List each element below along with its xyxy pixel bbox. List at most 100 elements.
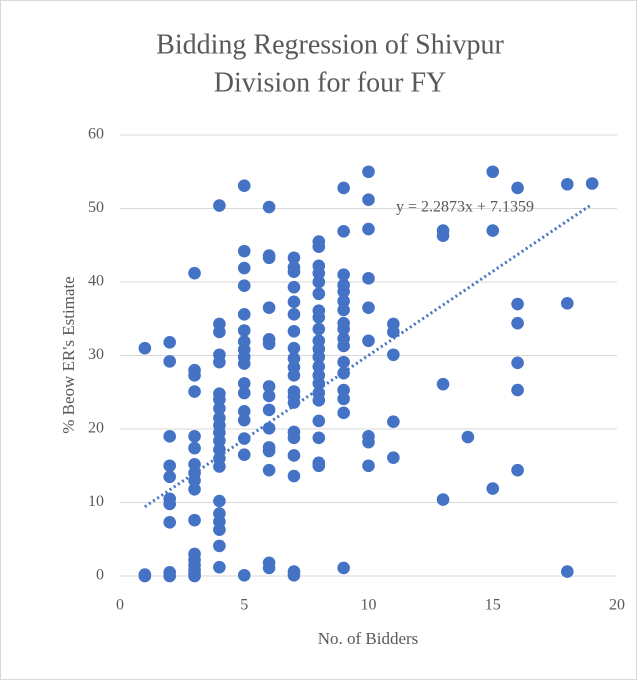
- x-tick-label: 20: [609, 597, 625, 614]
- scatter-point: [337, 392, 350, 406]
- scatter-point: [163, 516, 176, 529]
- scatter-point: [511, 316, 524, 330]
- scatter-point: [213, 199, 226, 212]
- scatter-point: [312, 414, 326, 428]
- scatter-point: [312, 322, 326, 336]
- scatter-point: [312, 456, 326, 470]
- scatter-point: [213, 494, 226, 508]
- scatter-point: [163, 566, 176, 579]
- scatter-point: [387, 451, 400, 464]
- scatter-point: [337, 294, 350, 308]
- scatter-point: [312, 334, 326, 348]
- scatter-point: [312, 287, 326, 301]
- scatter-point: [262, 463, 276, 477]
- scatter-point: [337, 383, 350, 397]
- scatter-point: [163, 335, 176, 349]
- y-tick-label: 0: [96, 567, 104, 584]
- scatter-point: [486, 482, 500, 495]
- scatter-point: [312, 369, 326, 382]
- scatter-point: [188, 385, 201, 398]
- scatter-point: [188, 482, 201, 496]
- scatter-point: [287, 280, 301, 294]
- scatter-point: [188, 457, 201, 471]
- trendline: [144, 202, 593, 508]
- scatter-point: [561, 177, 574, 191]
- scatter-point: [312, 235, 326, 248]
- y-tick-label: 10: [88, 493, 104, 510]
- scatter-point: [287, 449, 301, 462]
- scatter-point: [436, 377, 450, 391]
- scatter-point: [163, 459, 176, 473]
- y-tick-label: 50: [88, 199, 104, 216]
- scatter-point: [511, 181, 524, 195]
- scatter-point: [362, 334, 375, 348]
- scatter-point: [287, 469, 301, 483]
- scatter-point: [585, 177, 599, 190]
- scatter-point: [561, 565, 574, 578]
- scatter-point: [138, 568, 152, 581]
- y-tick-label: 20: [88, 420, 104, 437]
- scatter-point: [237, 386, 251, 400]
- scatter-point: [188, 266, 201, 280]
- scatter-point: [262, 200, 276, 214]
- scatter-point: [287, 324, 301, 338]
- scatter-point: [237, 324, 251, 337]
- chart-title: Division for four FY: [214, 67, 447, 98]
- scatter-point: [237, 448, 251, 462]
- scatter-point: [337, 278, 350, 292]
- scatter-point: [362, 165, 375, 179]
- x-tick-label: 0: [116, 597, 124, 614]
- scatter-point: [312, 431, 326, 445]
- scatter-point: [262, 249, 276, 262]
- x-tick-label: 5: [240, 597, 248, 614]
- x-tick-label: 10: [361, 597, 377, 614]
- scatter-point: [436, 493, 450, 506]
- scatter-point: [337, 355, 350, 369]
- scatter-point: [213, 411, 226, 425]
- scatter-point: [262, 389, 276, 403]
- x-tick-label: 15: [485, 597, 501, 614]
- scatter-point: [213, 317, 226, 331]
- scatter-point: [312, 360, 326, 373]
- scatter-point: [262, 301, 276, 315]
- scatter-point: [188, 513, 201, 527]
- scatter-point: [387, 317, 400, 331]
- scatter-point: [486, 165, 500, 179]
- scatter-point: [237, 308, 251, 321]
- scatter-point: [337, 181, 350, 195]
- scatter-point: [262, 556, 276, 570]
- scatter-point: [237, 179, 251, 193]
- scatter-point: [337, 268, 350, 281]
- scatter-point: [188, 430, 201, 443]
- scatter-point: [387, 348, 400, 362]
- scatter-point: [287, 360, 301, 374]
- scatter-point: [213, 348, 226, 362]
- scatter-point: [362, 193, 375, 206]
- scatter-point: [213, 539, 226, 553]
- scatter-point: [362, 272, 375, 285]
- scatter-point: [436, 224, 450, 237]
- scatter-point: [362, 459, 375, 473]
- scatter-point: [188, 363, 201, 377]
- scatter-point: [163, 430, 176, 443]
- scatter-point: [337, 224, 350, 238]
- scatter-point: [287, 308, 301, 321]
- y-tick-label: 40: [88, 273, 104, 290]
- scatter-point: [486, 224, 500, 237]
- scatter-point: [337, 406, 350, 420]
- scatter-point: [312, 259, 326, 273]
- scatter-point: [237, 335, 251, 348]
- scatter-point: [287, 565, 301, 578]
- scatter-point: [511, 356, 524, 370]
- scatter-point: [237, 413, 251, 427]
- scatter-point: [188, 547, 201, 561]
- y-axis-label: % Beow ER's Estimate: [59, 276, 78, 433]
- scatter-point: [387, 415, 400, 428]
- scatter-point: [262, 441, 276, 454]
- scatter-point: [312, 304, 326, 317]
- scatter-point: [237, 244, 251, 258]
- scatter-point: [312, 275, 326, 289]
- scatter-point: [337, 561, 350, 575]
- scatter-point: [362, 222, 375, 236]
